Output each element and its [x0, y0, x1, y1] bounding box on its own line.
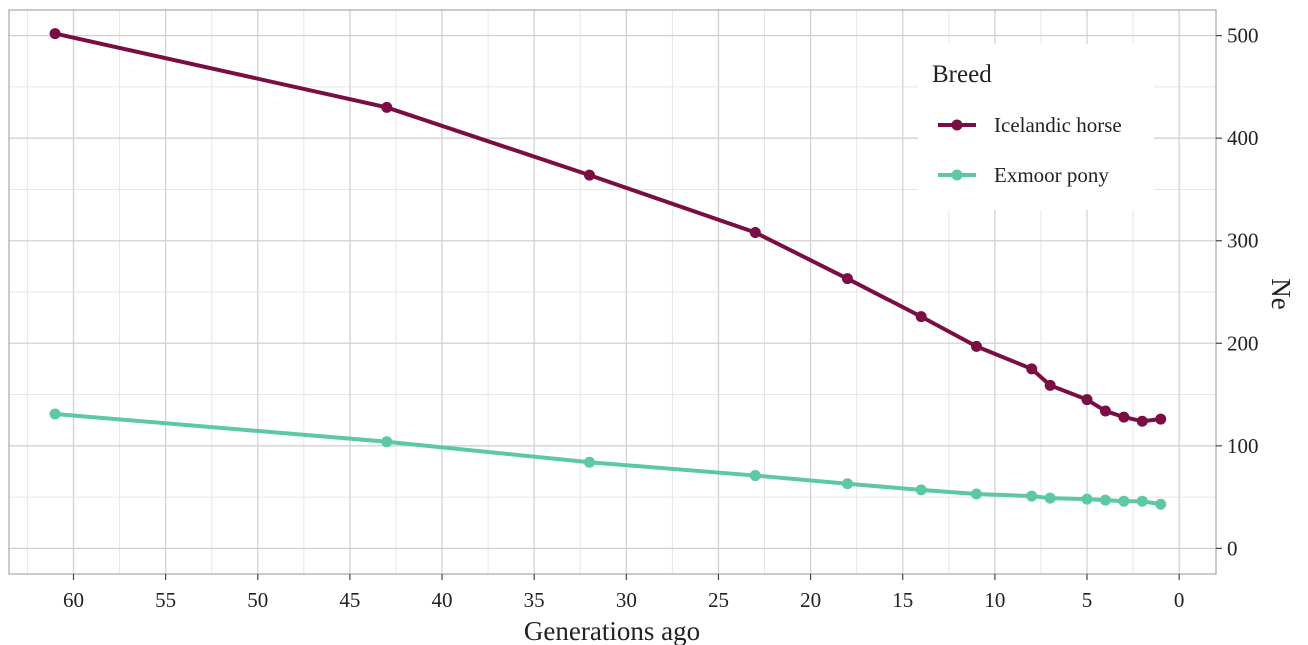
data-point-exmoor-pony: [583, 456, 595, 468]
data-point-icelandic-horse: [1081, 394, 1093, 406]
x-tick-label: 55: [155, 588, 176, 612]
data-point-icelandic-horse: [49, 28, 61, 40]
x-tick-label: 45: [339, 588, 360, 612]
data-point-exmoor-pony: [1118, 495, 1130, 507]
major-gridlines: [9, 10, 1216, 574]
data-point-exmoor-pony: [1044, 492, 1056, 504]
data-point-icelandic-horse: [749, 227, 761, 239]
data-point-icelandic-horse: [1155, 413, 1167, 425]
x-tick-label: 35: [524, 588, 545, 612]
data-point-icelandic-horse: [1136, 415, 1148, 427]
data-point-exmoor-pony: [381, 436, 393, 448]
x-axis-label: Generations ago: [524, 616, 700, 645]
data-point-exmoor-pony: [749, 470, 761, 482]
y-axis-label: Ne: [1266, 278, 1296, 309]
data-point-exmoor-pony: [1081, 493, 1093, 505]
data-point-exmoor-pony: [841, 478, 853, 490]
x-tick-label: 20: [800, 588, 821, 612]
legend-label-exmoor-pony: Exmoor pony: [994, 163, 1109, 187]
legend-label-icelandic-horse: Icelandic horse: [994, 113, 1122, 137]
legend-key-point-exmoor-pony: [951, 169, 963, 181]
data-point-exmoor-pony: [970, 488, 982, 500]
x-axis: 60 55 50 45 40 35 30 25 20 15 10 5 0: [63, 574, 1184, 612]
x-tick-label: 15: [892, 588, 913, 612]
y-axis: 0 100 200 300 400 500: [1216, 24, 1259, 560]
legend-key-point-icelandic-horse: [951, 119, 963, 131]
legend: Breed Icelandic horse Exmoor pony: [918, 44, 1154, 210]
data-point-exmoor-pony: [49, 408, 61, 420]
y-tick-label: 500: [1227, 24, 1259, 48]
x-tick-label: 10: [984, 588, 1005, 612]
data-point-icelandic-horse: [583, 169, 595, 181]
data-point-exmoor-pony: [1026, 490, 1038, 502]
data-point-icelandic-horse: [915, 311, 927, 323]
x-tick-label: 5: [1082, 588, 1093, 612]
data-point-exmoor-pony: [1136, 495, 1148, 507]
data-point-exmoor-pony: [1099, 494, 1111, 506]
data-point-icelandic-horse: [1044, 379, 1056, 391]
x-tick-label: 30: [616, 588, 637, 612]
y-tick-label: 100: [1227, 434, 1259, 458]
data-point-icelandic-horse: [970, 340, 982, 352]
plot-panel-border: [8, 9, 1217, 575]
x-tick-label: 40: [432, 588, 453, 612]
y-tick-label: 400: [1227, 126, 1259, 150]
data-point-exmoor-pony: [1155, 498, 1167, 510]
y-tick-label: 0: [1227, 536, 1238, 560]
legend-title: Breed: [932, 61, 992, 88]
y-tick-label: 300: [1227, 229, 1259, 253]
data-point-icelandic-horse: [381, 101, 393, 113]
data-point-exmoor-pony: [915, 484, 927, 496]
data-point-icelandic-horse: [841, 273, 853, 285]
data-point-icelandic-horse: [1118, 411, 1130, 423]
y-tick-label: 200: [1227, 331, 1259, 355]
data-point-icelandic-horse: [1099, 405, 1111, 417]
x-tick-label: 60: [63, 588, 84, 612]
series-layer: [49, 28, 1167, 510]
x-tick-label: 25: [708, 588, 729, 612]
data-point-icelandic-horse: [1026, 363, 1038, 375]
x-tick-label: 50: [247, 588, 268, 612]
x-tick-label: 0: [1174, 588, 1185, 612]
